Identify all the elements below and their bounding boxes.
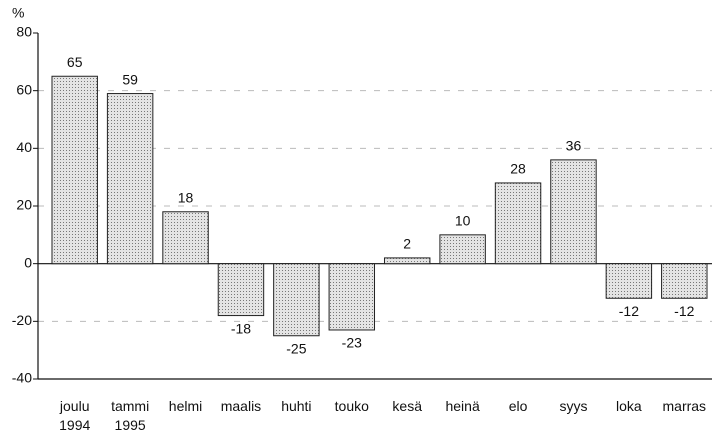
x-tick-label: joulu 1994	[59, 398, 91, 433]
bar	[162, 211, 209, 265]
value-label: -12	[619, 303, 639, 319]
y-tick-label: 20	[16, 197, 32, 213]
y-tick-label: 40	[16, 139, 32, 155]
bar	[217, 263, 265, 317]
bar	[51, 75, 98, 265]
x-tick-label: elo	[508, 398, 528, 414]
y-tick-label: -40	[12, 370, 32, 386]
y-tick-label: -20	[12, 312, 32, 328]
value-label: -23	[342, 335, 362, 351]
x-tick-label: loka	[616, 398, 642, 414]
x-tick-label: tammi 1995	[111, 398, 150, 433]
value-label: 59	[122, 71, 138, 87]
value-label: -18	[231, 320, 251, 336]
x-tick-label: kesä	[392, 398, 422, 414]
value-label: 18	[178, 189, 194, 205]
x-tick-label: touko	[334, 398, 369, 414]
value-label: -12	[674, 303, 694, 319]
x-tick-label: maalis	[220, 398, 262, 414]
value-label: 28	[510, 161, 526, 177]
x-tick-label: heinä	[445, 398, 480, 414]
bar	[439, 234, 486, 265]
x-tick-label: huhti	[281, 398, 312, 414]
y-tick-label: 80	[16, 24, 32, 40]
y-axis-label: %	[12, 5, 24, 21]
bar	[106, 93, 154, 265]
value-label: 65	[67, 54, 83, 70]
bar	[494, 182, 542, 265]
value-label: -25	[286, 340, 306, 356]
value-label: 10	[455, 213, 471, 229]
bar	[661, 263, 708, 299]
bar	[273, 263, 320, 337]
bar	[550, 159, 597, 265]
y-tick-label: 60	[16, 81, 32, 97]
bar	[605, 263, 653, 299]
value-label: 2	[403, 236, 411, 252]
bar	[328, 263, 376, 331]
y-tick-label: 0	[24, 254, 32, 270]
x-tick-label: helmi	[168, 398, 203, 414]
x-tick-label: marras	[662, 398, 707, 414]
bar	[383, 257, 431, 265]
x-tick-label: syys	[559, 398, 588, 414]
value-label: 36	[566, 138, 582, 154]
